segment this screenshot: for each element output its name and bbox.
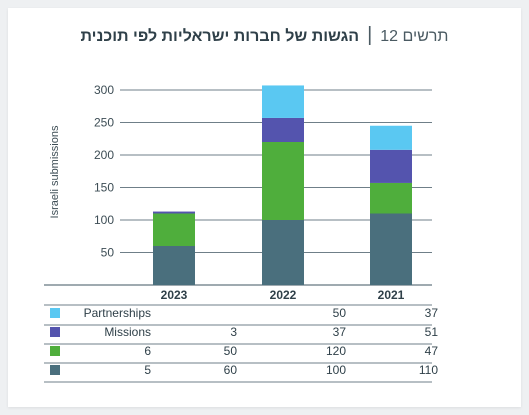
y-tick-label-200: 200 [94,148,114,162]
title-separator: | [367,24,373,46]
bar-2021-series-0 [370,213,412,285]
y-tick-label-100: 100 [94,213,114,227]
x-category-2022: 2022 [270,288,297,302]
bar-2022-series-0 [262,220,304,285]
y-tick-label-250: 250 [94,116,114,130]
y-tick-label-300: 300 [94,83,114,97]
legend-label-series-2: Missions [104,325,151,339]
bar-2021-series-1 [370,182,412,214]
bar-2021-series-3 [370,125,412,150]
y-axis-title: Israeli submissions [49,125,61,218]
legend-label-series-1: 6 [144,344,151,358]
bar-2023-series-2 [153,211,195,214]
chart-number-label: תרשים 12 [380,28,449,45]
bar-2022-series-1 [262,142,304,220]
bar-2023-series-1 [153,213,195,246]
bar-2021-series-2 [370,149,412,183]
y-tick-label-50: 50 [101,246,115,260]
table-cell-2021-series-1: 47 [425,344,439,358]
table-cell-2022-series-2: 37 [333,325,347,339]
legend-label-series-3: Partnerships [84,306,151,320]
legend-swatch-series-3 [50,308,60,318]
bar-2022-series-2 [262,117,304,142]
table-cell-2023-series-2: 3 [230,325,237,339]
table-cell-2023-series-1: 50 [224,344,238,358]
y-tick-label-150: 150 [94,181,114,195]
legend-label-series-0: 5 [144,363,151,377]
bar-2022-series-3 [262,85,304,118]
table-cell-2022-series-3: 50 [333,306,347,320]
table-cell-2021-series-0: 110 [419,363,438,377]
bar-2023-series-0 [153,246,195,285]
x-category-2023: 2023 [161,288,188,302]
legend-swatch-series-2 [50,327,60,337]
legend-swatch-series-1 [50,346,60,356]
table-cell-2023-series-0: 60 [224,363,238,377]
chart-title: הגשות של חברות ישראליות לפי תוכנית [80,28,360,45]
table-cell-2022-series-0: 100 [326,363,346,377]
table-cell-2021-series-3: 37 [425,306,439,320]
chart-header: תרשים 12 | הגשות של חברות ישראליות לפי ת… [0,24,529,47]
legend-swatch-series-0 [50,365,60,375]
table-cell-2021-series-2: 51 [425,325,439,339]
table-cell-2022-series-1: 120 [326,344,346,358]
x-category-2021: 2021 [378,288,405,302]
